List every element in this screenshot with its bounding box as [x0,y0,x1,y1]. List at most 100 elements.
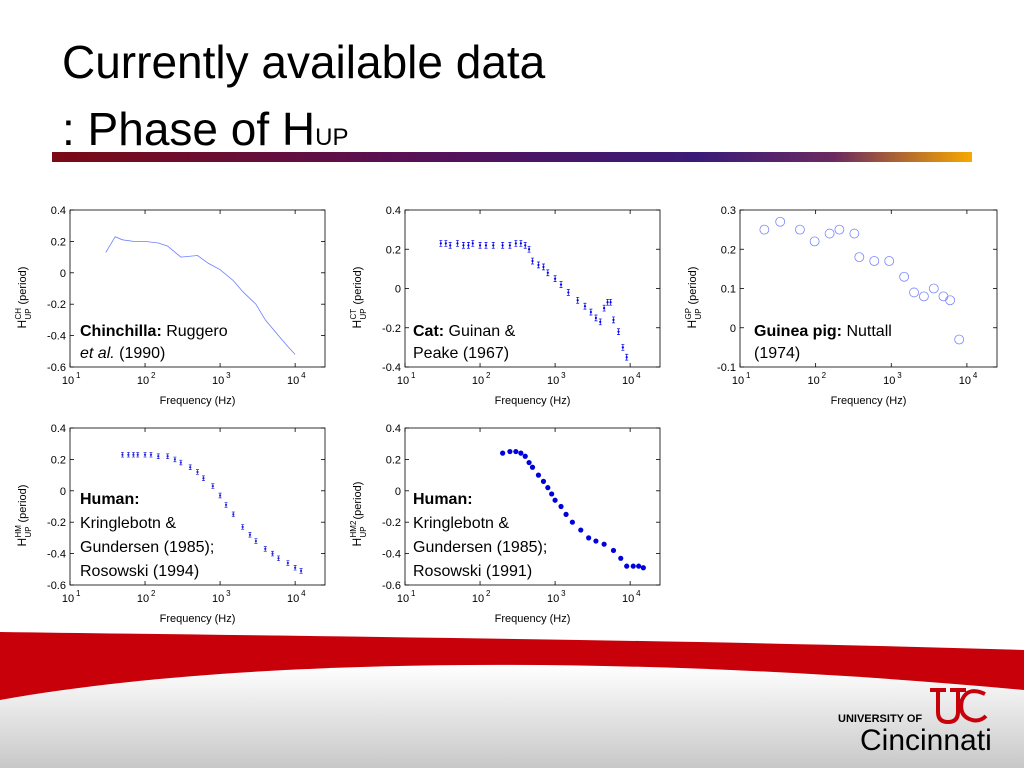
annotation-line: et al. (1990) [80,345,165,362]
annotation-line: Human: [80,491,140,508]
x-tick-label: 10 [137,593,149,605]
y-tick-label: 0 [60,486,66,498]
data-point [552,497,558,503]
x-tick-exponent: 4 [301,371,306,380]
data-point [540,478,547,484]
x-tick-label: 10 [547,593,559,605]
title-line2: : Phase of HUP [62,103,348,155]
plot-frame [739,209,998,368]
data-point [529,464,536,470]
y-tick-label: 0 [60,268,66,280]
data-point [514,242,517,245]
data-point [549,491,555,497]
y-tick-label: 0.1 [721,284,736,296]
x-tick-label: 10 [287,593,299,605]
x-tick-label: 10 [622,593,634,605]
x-tick-exponent: 2 [151,371,156,380]
x-tick-label: 10 [287,375,299,387]
data-point [508,244,512,247]
y-label-text: (period) [352,267,364,305]
y-label-base: H [350,538,364,547]
data-point [507,448,513,455]
data-point [849,228,860,239]
data-point [945,295,956,306]
annotation-run: Chinchilla: [80,323,162,340]
x-tick-label: 10 [62,593,74,605]
y-tick-label: -0.4 [47,331,66,343]
annotation-run: Kringlebotn & [413,515,509,532]
annotation-line: Gundersen (1985); [80,539,214,556]
title-text: : Phase of H [62,103,315,155]
x-tick-exponent: 3 [561,589,566,598]
annotation-line: (1974) [754,345,800,362]
data-point [157,455,160,458]
data-point [824,228,835,239]
x-tick-label: 10 [883,375,895,387]
title-sub: UP [315,124,348,151]
data-point [519,242,522,245]
data-point [456,242,459,245]
y-tick-label: 0.4 [51,205,66,217]
data-point [795,224,805,235]
x-tick-exponent: 2 [151,589,156,598]
data-point [277,557,280,560]
data-point [589,310,592,314]
data-point [271,552,274,555]
data-point [909,287,919,298]
data-point [630,563,636,569]
y-tick-label: -0.4 [47,549,66,561]
x-axis-label: Frequency (Hz) [495,613,571,625]
x-tick-exponent: 4 [636,589,641,598]
y-label-sup: CH [14,308,23,320]
plot-frame [69,209,326,368]
uc-emblem [930,688,988,725]
annotation-line: Cat: Guinan & [413,323,516,340]
y-tick-label: -0.6 [47,580,66,592]
y-label-base: H [15,538,29,547]
data-point [918,291,929,302]
annotation-line: Human: [413,491,473,508]
annotation-run: Human: [80,491,140,508]
y-tick-label: 0.2 [386,244,401,256]
data-point [601,541,607,547]
y-label-text: (period) [17,485,29,523]
x-tick-exponent: 1 [76,589,81,598]
data-point [248,533,252,536]
data-point [132,453,135,456]
data-point [218,494,222,497]
annotation-run: Rosowski (1991) [413,563,532,580]
data-point [884,256,895,266]
annotation-run: et al. [80,345,115,362]
data-point [527,248,531,251]
data-point [286,561,289,565]
annotation-run: Cat: [413,323,444,340]
x-tick-exponent: 1 [746,371,751,380]
annotation-run: Gundersen (1985); [80,539,214,556]
y-tick-label: 0.2 [721,244,736,256]
data-point [899,271,910,282]
x-tick-exponent: 2 [486,371,491,380]
y-axis-label: HCH UP (period) [14,267,33,329]
data-point [775,216,786,227]
y-tick-label: -0.2 [47,517,66,529]
data-point [625,356,628,359]
data-point [618,555,624,561]
data-point [621,346,624,349]
annotation-run: Human: [413,491,473,508]
data-point [492,244,495,247]
data-point [938,291,949,302]
y-tick-label: 0.3 [721,205,736,217]
annotation-line: Chinchilla: Ruggero [80,323,228,340]
data-point [179,461,182,464]
data-point [173,458,177,461]
data-point [149,453,153,456]
title-rule [52,152,972,162]
data-point [563,511,569,517]
y-tick-label: 0 [395,486,401,498]
y-tick-label: 0.2 [386,454,401,466]
x-tick-exponent: 2 [822,371,827,380]
x-tick-exponent: 1 [76,371,81,380]
data-point [636,563,642,569]
data-point [559,283,563,286]
data-point [136,453,139,456]
